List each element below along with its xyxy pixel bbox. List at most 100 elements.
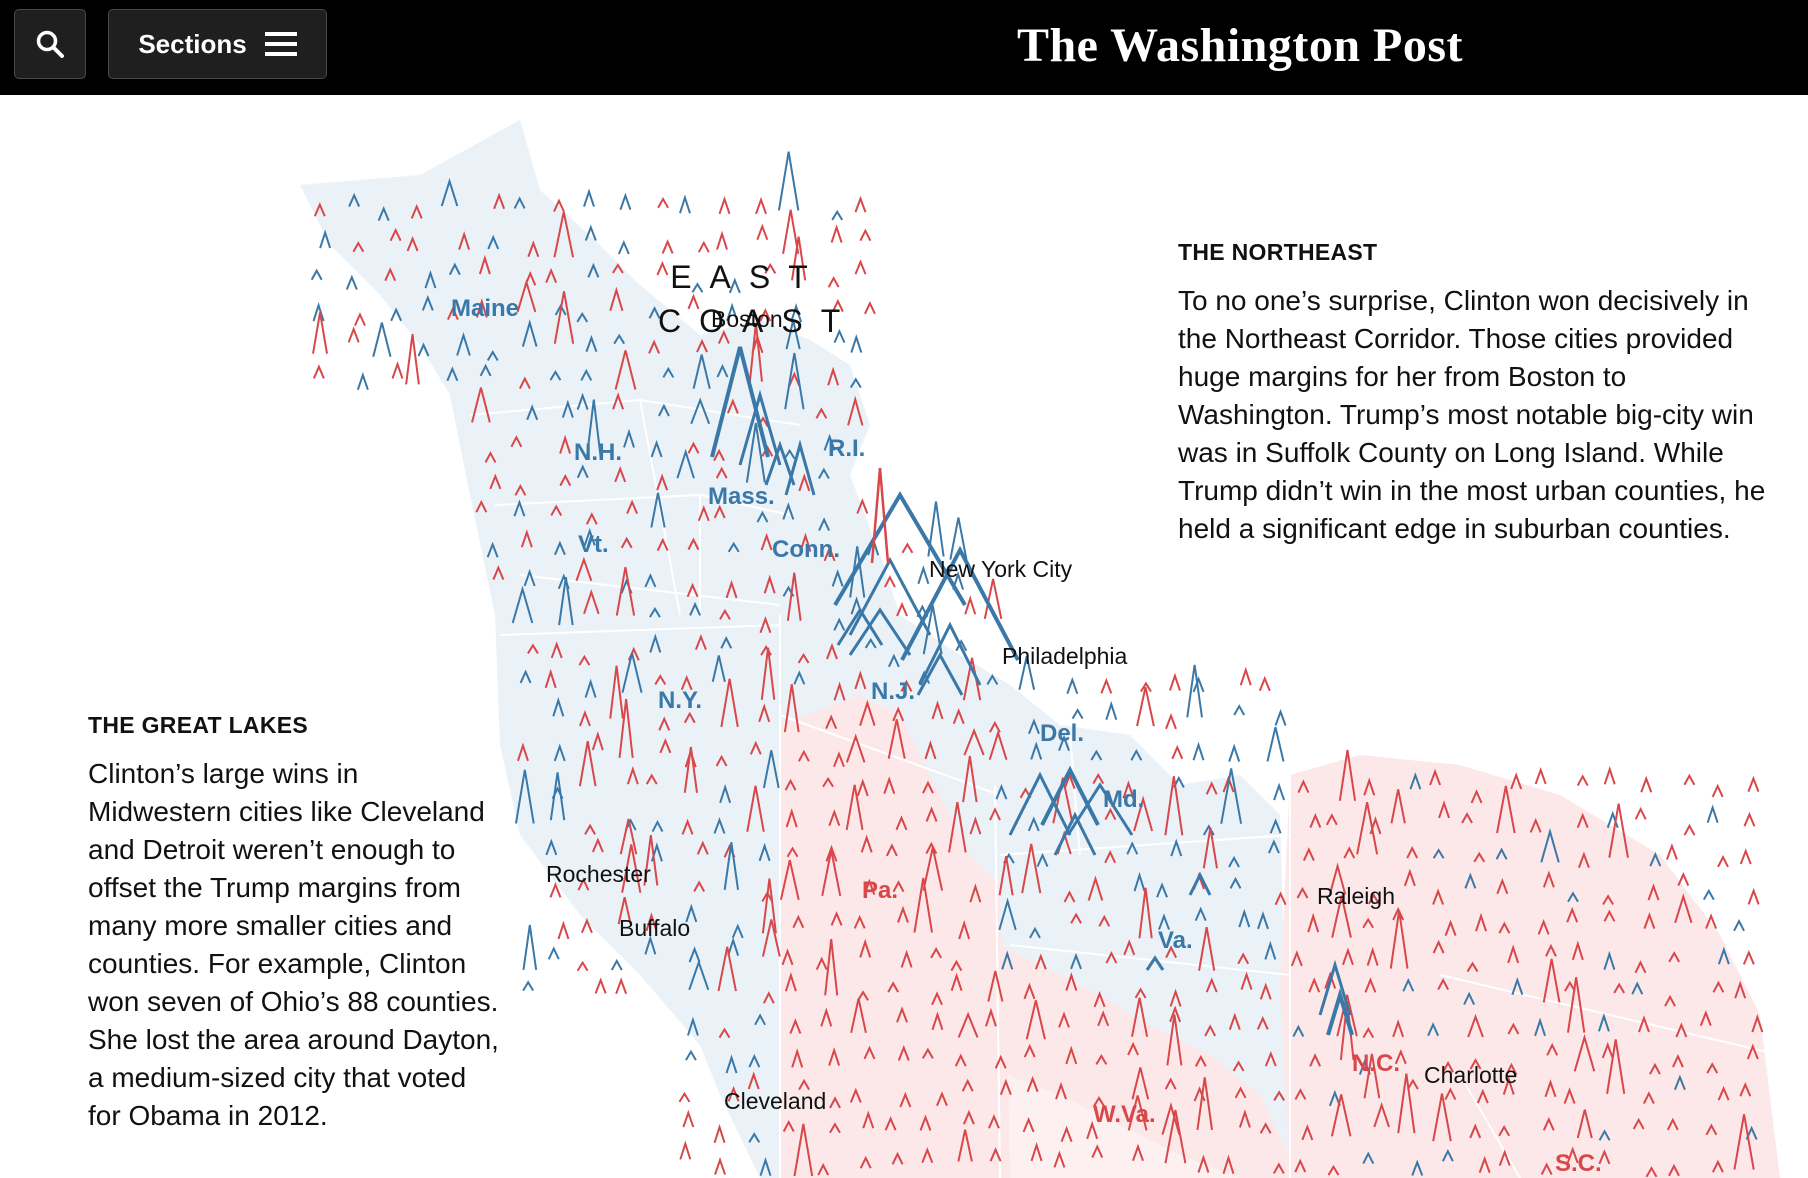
county-spike [913,877,933,933]
county-spike [1228,855,1240,868]
county-spike [319,229,332,249]
county-spike [818,517,830,531]
county-spike [651,819,664,833]
county-spike [661,239,674,254]
county-spike [719,783,732,804]
county-spike [1343,846,1356,859]
county-spike [969,883,982,903]
county-spike [859,228,872,242]
county-spike [1018,655,1036,690]
county-spike [478,254,491,275]
state-label-pa: Pa. [862,877,899,904]
county-spike [786,572,802,621]
county-spike [1104,807,1117,821]
county-spike [998,856,1014,896]
county-spike [1205,781,1218,795]
county-spike [580,917,593,934]
county-spike [518,376,531,389]
county-spike [784,972,797,992]
county-spike [1100,677,1113,694]
county-spike [561,399,574,418]
county-spike [1733,918,1745,932]
county-spike [405,334,420,385]
county-spike [552,696,565,717]
county-spike [617,239,630,255]
county-spike [1237,952,1250,965]
county-spike [1307,912,1320,933]
county-spike [683,711,696,724]
county-spike [1544,1079,1557,1098]
county-spike [1507,1022,1520,1035]
county-spike [1746,1043,1759,1060]
county-spike [1273,782,1286,801]
county-spike [585,512,598,525]
county-spike [748,1053,761,1068]
county-spike [493,192,506,210]
county-spike [859,1155,872,1169]
county-spike [799,532,812,552]
county-spike [615,977,628,995]
county-spike [648,306,661,319]
county-spike [1432,1093,1452,1142]
county-spike [1498,1149,1511,1166]
county-spike [1461,812,1473,824]
county-spike [690,397,711,425]
county-spike [685,903,698,923]
county-spike [545,267,558,284]
county-spike [948,802,967,853]
county-spike [1411,1159,1424,1176]
county-spike [1473,851,1486,863]
county-spike [1577,851,1590,868]
county-spike [964,595,977,615]
county-spike [954,1053,967,1067]
county-spike [687,293,700,310]
county-spike [782,209,800,254]
county-spike [988,729,1008,761]
hamburger-menu-icon [264,32,297,56]
county-spike [617,896,632,925]
county-spike [1394,1049,1407,1065]
county-spike [440,177,459,207]
county-spike [1409,772,1422,790]
county-spike [587,262,600,278]
county-spike [1030,741,1043,760]
county-spike [1712,980,1725,993]
sections-button[interactable]: Sections [108,9,327,79]
county-spike [1065,1045,1078,1065]
county-spike [718,1027,731,1039]
county-spike [693,880,706,892]
county-spike [788,371,801,387]
county-spike [1576,1109,1593,1139]
washington-post-logo[interactable]: The Washington Post [1016,18,1464,72]
county-spike [696,338,708,353]
county-spike [1634,806,1647,820]
county-spike [1534,767,1547,785]
county-spike [1269,818,1282,834]
county-spike [714,1156,726,1175]
county-spike [1240,971,1253,990]
county-spike [1631,981,1644,995]
county-spike [986,673,999,685]
state-label-mass: Mass. [708,483,775,510]
pennsylvania-region [780,695,1010,1178]
county-spike [584,224,597,241]
county-spike [931,700,944,720]
county-spike [654,674,667,685]
county-spike [1683,773,1696,786]
county-spike [1328,862,1347,895]
city-spike-3 [764,440,796,486]
county-spike [579,709,591,727]
county-spike [1706,1062,1719,1074]
county-spike [1640,775,1653,793]
county-spike [1717,854,1729,868]
county-spike [696,840,709,855]
county-spike [1444,919,1457,936]
county-spike [1537,918,1550,935]
county-spike [1095,1054,1108,1065]
county-spike [1529,817,1542,833]
county-spike [1023,1043,1036,1058]
county-spike [686,1016,699,1036]
search-button[interactable] [14,9,86,79]
county-spike [578,741,597,787]
county-spike [591,837,604,853]
